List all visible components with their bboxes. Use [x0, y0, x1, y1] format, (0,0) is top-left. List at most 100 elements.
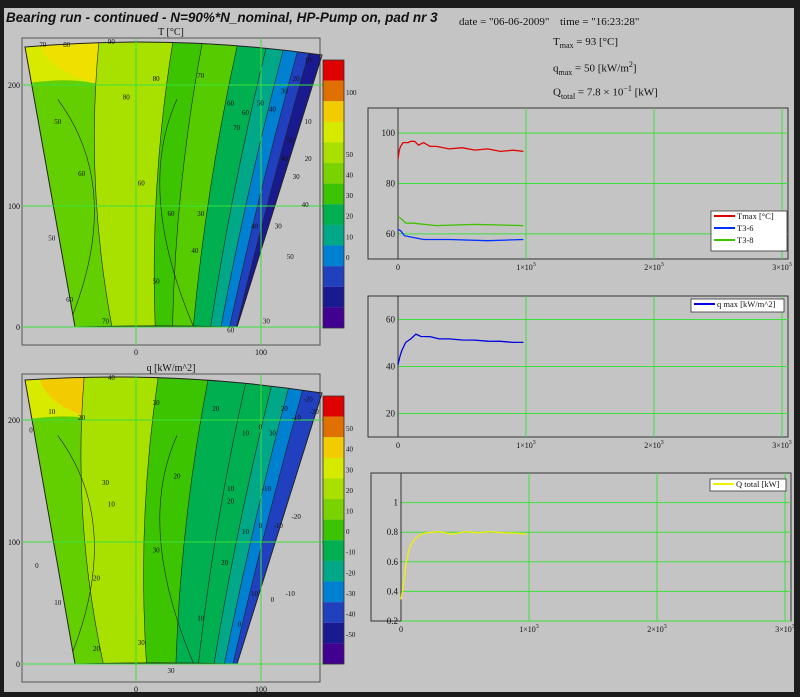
contour-label: 60: [66, 296, 74, 304]
contour-label: 10: [242, 528, 250, 536]
colorbar-label: -20: [346, 569, 356, 577]
colorbar-swatch: [323, 560, 344, 582]
qtotal-superscript: −1: [623, 84, 632, 93]
contour-label: 30: [263, 318, 271, 326]
qmax-unit-end: ]: [632, 62, 637, 75]
contour-label: 30: [197, 210, 205, 218]
colorbar-swatch: [323, 224, 344, 246]
colorbar-label: 0: [346, 254, 350, 262]
contour-label: 50: [287, 136, 295, 144]
contour-label: 20: [227, 497, 235, 505]
contour-label: 10: [197, 614, 205, 622]
y-tick-label: 40: [386, 362, 396, 372]
contour-label: 0: [259, 423, 263, 431]
contour-sector-outline: [24, 376, 323, 665]
colorbar-swatch: [323, 142, 344, 164]
colorbar-label: -50: [346, 631, 356, 639]
contour-label: 70: [39, 41, 47, 49]
legend-label: T3-8: [737, 235, 754, 245]
x-tick-label: 2×103: [647, 624, 667, 634]
line-chart-frame: [370, 472, 792, 622]
contour-label: 20: [293, 75, 301, 83]
colorbar-swatch: [323, 245, 344, 267]
legend-box: [709, 478, 787, 492]
qtotal-value: = 7.8 × 10: [575, 86, 624, 99]
contour-y-tick-label: 200: [8, 81, 20, 90]
colorbar-swatch: [323, 622, 344, 644]
contour-label: 40: [302, 201, 310, 209]
qmax-superscript: 2: [628, 60, 633, 69]
contour-label: 30: [153, 399, 161, 407]
contour-label: 80: [153, 75, 161, 83]
x-tick-label: 2×103: [644, 440, 664, 450]
y-tick-label: 0.2: [387, 616, 398, 626]
y-tick-label: 1: [394, 498, 399, 508]
contour-label: 20: [173, 473, 181, 481]
colorbar-swatch: [323, 581, 344, 603]
colorbar-swatch: [323, 416, 344, 438]
x-tick-label: 0: [399, 625, 403, 634]
colorbar-swatch: [323, 643, 344, 664]
contour-label: 0: [29, 427, 33, 435]
page-title: Bearing run - continued - N=90%*N_nomina…: [6, 10, 438, 25]
contour-label: 10: [251, 590, 259, 598]
colorbar-frame: [322, 395, 345, 665]
colorbar-swatch: [323, 204, 344, 225]
colorbar-swatch: [323, 519, 344, 541]
contour-label: 60: [227, 327, 235, 335]
time-readout: time = "16:23:28": [560, 16, 640, 28]
contour-label: 20: [78, 414, 86, 422]
contour-label: 50: [287, 253, 295, 261]
colorbar-label: 30: [346, 192, 354, 200]
colorbar-swatch: [323, 286, 344, 308]
colorbar-frame: [322, 59, 345, 329]
y-tick-label: 0.6: [387, 557, 399, 567]
contour-label: 0: [271, 596, 275, 604]
contour-label: 90: [108, 38, 116, 46]
contour-y-tick-label: 100: [8, 538, 20, 547]
colorbar-swatch: [323, 307, 344, 328]
contour-label: -10: [286, 590, 296, 598]
line-chart-2: 20 40 60 0 1×103 2×103 3×103 q max [kW/m^2]: [367, 295, 792, 450]
qmax-symbol: q: [553, 62, 559, 75]
contour-label: 20: [221, 559, 229, 567]
colorbar-label: 10: [346, 508, 354, 516]
colorbar-swatch: [323, 602, 344, 623]
contour-label: 60: [227, 100, 235, 108]
contour-label: 50: [54, 118, 62, 126]
y-tick-label: 100: [382, 128, 396, 138]
contour-label: 50: [48, 235, 56, 243]
x-tick-exponent: 3: [533, 262, 536, 268]
line-chart-3: 0.2 0.4 0.6 0.8 1 0 1×103 2×103 3×103 Q total [kW…: [370, 472, 795, 634]
contour-label: 30: [168, 667, 176, 675]
contour-x-tick-label: 100: [255, 685, 267, 694]
x-tick-label: 0: [396, 263, 400, 272]
contour-label: 40: [108, 374, 116, 382]
legend-label: Tmax [°C]: [737, 211, 774, 221]
contour-line: [159, 99, 196, 327]
legend-box: [690, 298, 785, 313]
colorbar-label: -40: [346, 611, 356, 619]
contour-label: -30: [309, 408, 319, 416]
x-tick-exponent: 3: [533, 440, 536, 446]
contour-line: [57, 99, 95, 327]
tmax-value: = 93 [°C]: [573, 36, 619, 48]
colorbar-swatch: [323, 80, 344, 102]
contour-label: -10: [291, 414, 301, 422]
x-tick-exponent: 3: [536, 624, 539, 630]
contour-label: 10: [227, 485, 235, 493]
x-tick-label: 3×103: [772, 262, 792, 272]
contour-label: 20: [305, 155, 313, 163]
colorbar-label: 20: [346, 213, 354, 221]
x-tick-label: 1×103: [519, 624, 539, 634]
contour-label: 30: [281, 87, 289, 95]
contour-label: 50: [257, 100, 265, 108]
series-line: [400, 530, 527, 600]
tmax-symbol: T: [553, 36, 560, 48]
qtotal-readout: Qtotal = 7.8 × 10−1 [kW]: [553, 84, 658, 101]
colorbar-swatch: [323, 121, 344, 143]
colorbar-swatch: [323, 457, 344, 479]
contour-x-tick-label: 0: [134, 348, 138, 357]
colorbar-swatch: [323, 101, 344, 122]
